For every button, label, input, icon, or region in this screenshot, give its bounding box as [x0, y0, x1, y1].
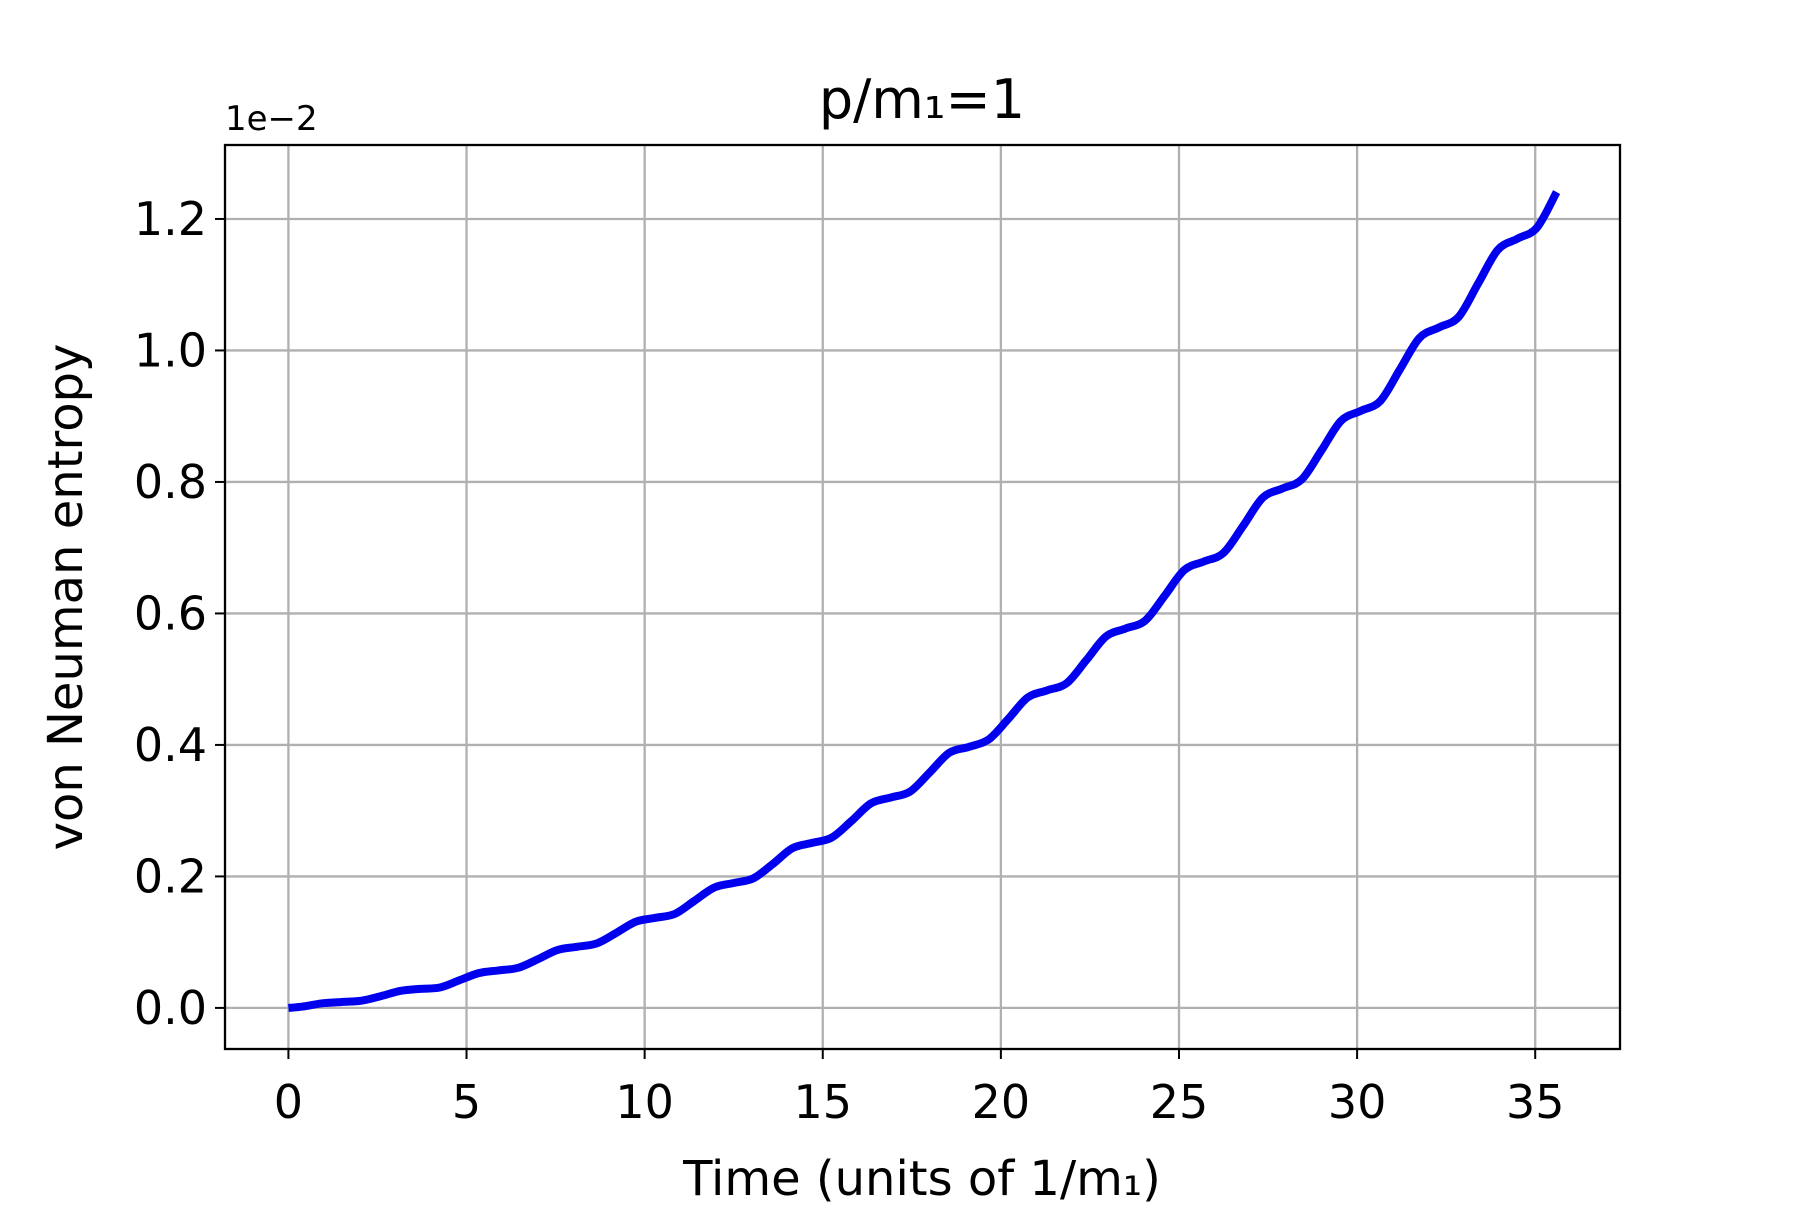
line-series	[288, 190, 1561, 1012]
x-tick-label: 10	[615, 1075, 674, 1129]
plot-frame	[223, 143, 1622, 1051]
y-tick-label: 1.2	[134, 192, 207, 246]
y-tick-label: 0.4	[134, 718, 207, 772]
chart-title: p/m₁=1	[819, 68, 1025, 131]
y-offset-label: 1e−2	[225, 99, 318, 139]
y-tick-label: 0.8	[134, 455, 207, 509]
x-tick-label: 5	[452, 1075, 481, 1129]
y-tick-label: 0.0	[134, 981, 207, 1035]
y-tick-label: 0.6	[134, 586, 207, 640]
x-tick-label: 30	[1328, 1075, 1387, 1129]
x-tick-label: 15	[793, 1075, 852, 1129]
x-axis-label: Time (units of 1/m₁)	[682, 1151, 1161, 1207]
x-tick-label: 20	[972, 1075, 1031, 1129]
y-tick-label: 0.2	[134, 849, 207, 903]
x-tick-label: 35	[1506, 1075, 1565, 1129]
x-tick-label: 0	[274, 1075, 303, 1129]
x-tick-label: 25	[1150, 1075, 1209, 1129]
y-tick-label: 1.0	[134, 323, 207, 377]
y-axis-label: von Neuman entropy	[38, 344, 94, 851]
